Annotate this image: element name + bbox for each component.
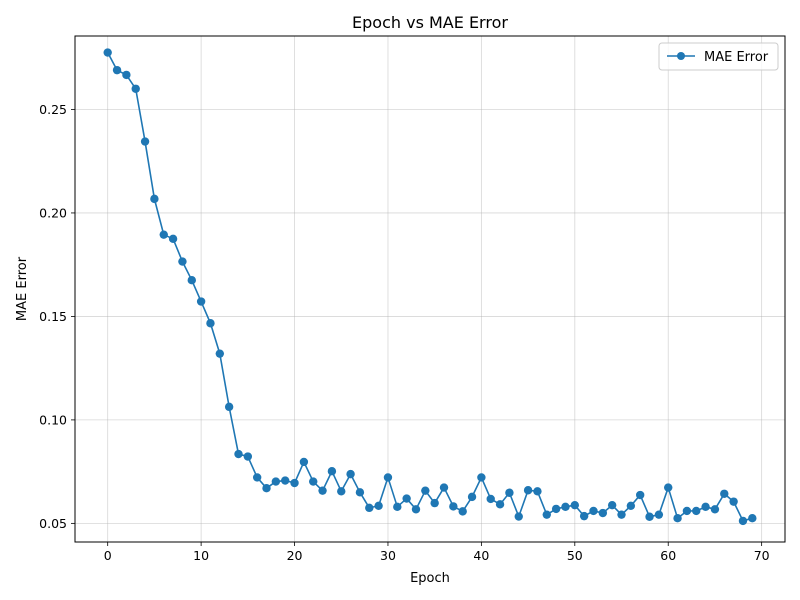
gridlines <box>75 36 785 542</box>
data-point <box>243 452 253 461</box>
data-point <box>692 506 701 516</box>
legend-dot-marker <box>677 52 685 60</box>
data-point <box>252 473 262 482</box>
series-line <box>106 52 753 522</box>
x-tick-label: 40 <box>473 548 489 563</box>
data-point <box>738 516 748 526</box>
data-point <box>551 504 561 514</box>
data-point <box>635 490 645 500</box>
x-tick-label: 60 <box>660 548 676 563</box>
x-tick-label: 70 <box>754 548 770 563</box>
data-point <box>262 483 271 493</box>
data-point <box>112 65 122 75</box>
data-point <box>626 501 636 510</box>
data-point <box>542 510 551 519</box>
data-point <box>178 257 187 266</box>
data-point <box>710 505 720 514</box>
data-point <box>682 506 692 516</box>
y-tick-label: 0.15 <box>39 309 67 324</box>
chart-title: Epoch vs MAE Error <box>352 13 508 32</box>
data-point <box>654 510 664 519</box>
data-point <box>720 489 729 498</box>
data-point <box>131 84 140 93</box>
data-point <box>206 319 215 328</box>
data-point <box>467 492 477 502</box>
data-point <box>393 502 402 512</box>
data-point <box>215 349 225 358</box>
data-point <box>701 502 710 512</box>
data-point <box>299 457 309 467</box>
data-point <box>748 514 757 523</box>
data-point <box>402 494 411 503</box>
data-point <box>271 477 281 486</box>
x-tick-label: 0 <box>104 548 112 563</box>
data-point <box>337 487 346 496</box>
data-point <box>383 473 393 482</box>
data-point <box>421 486 430 495</box>
y-tick-label: 0.25 <box>39 102 67 117</box>
data-point <box>645 512 654 521</box>
y-tick-label: 0.10 <box>39 412 67 427</box>
x-tick-label: 30 <box>380 548 396 563</box>
axis-ticks: 0 10 20 30 40 50 60 70 0.05 0.10 0.15 0.20 0.25 <box>39 102 769 563</box>
legend-box <box>658 42 779 71</box>
data-point <box>449 502 458 511</box>
data-point <box>187 276 196 285</box>
data-point <box>598 508 608 518</box>
data-point <box>327 467 337 476</box>
data-point <box>374 501 383 510</box>
data-point <box>150 194 159 204</box>
data-point <box>617 510 626 519</box>
data-point <box>589 506 598 516</box>
data-point <box>196 297 206 306</box>
y-tick-label: 0.20 <box>39 205 67 220</box>
data-point <box>103 48 112 57</box>
series-mae-error <box>103 48 757 526</box>
data-point <box>346 469 355 479</box>
data-point <box>290 478 299 488</box>
data-point <box>505 488 514 497</box>
data-point <box>122 70 131 80</box>
data-point <box>664 483 673 492</box>
x-tick-label: 20 <box>287 548 303 563</box>
data-point <box>140 137 150 146</box>
data-point <box>355 488 365 497</box>
data-point <box>159 230 168 239</box>
y-tick-label: 0.05 <box>39 516 67 531</box>
data-point <box>561 502 570 512</box>
data-point <box>168 234 178 244</box>
data-point <box>579 511 589 521</box>
data-point <box>514 512 523 521</box>
data-point <box>477 473 486 482</box>
data-point <box>309 477 318 486</box>
data-point <box>570 500 580 510</box>
data-point <box>533 487 542 496</box>
data-point <box>523 486 533 495</box>
y-axis-label: MAE Error <box>15 256 30 321</box>
data-point <box>411 505 421 514</box>
data-point <box>673 514 682 523</box>
x-tick-label: 50 <box>567 548 583 563</box>
data-point <box>495 500 505 509</box>
data-point <box>439 483 449 492</box>
data-point <box>486 494 495 504</box>
data-point <box>729 497 738 506</box>
x-tick-label: 10 <box>193 548 209 563</box>
data-point <box>458 507 467 516</box>
plot-area <box>74 35 786 543</box>
data-point <box>224 402 234 412</box>
data-point <box>280 476 290 485</box>
data-point <box>607 500 617 510</box>
data-point <box>234 449 243 459</box>
x-axis-label: Epoch <box>410 571 450 586</box>
data-point <box>430 498 439 508</box>
legend-label: MAE Error <box>704 50 769 65</box>
data-point <box>365 503 374 513</box>
legend: MAE Error <box>658 42 779 71</box>
data-point <box>318 486 327 495</box>
